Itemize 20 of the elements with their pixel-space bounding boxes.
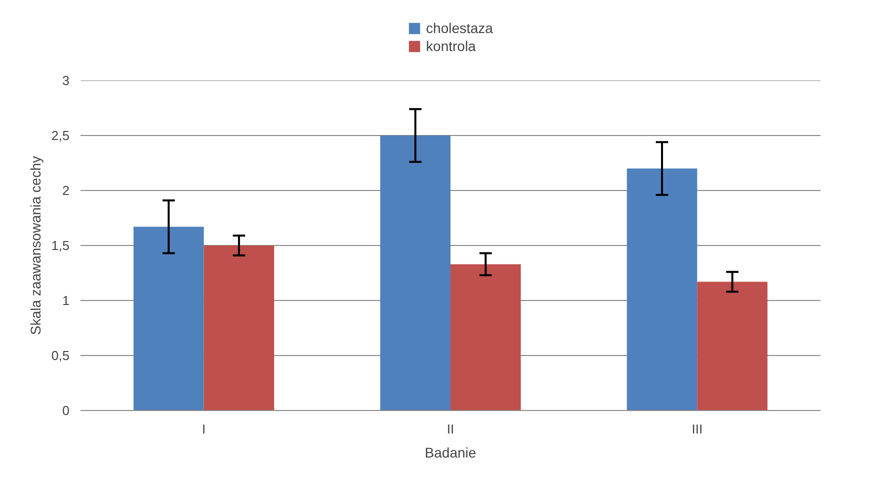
bar xyxy=(626,168,698,410)
bar xyxy=(450,264,521,410)
y-tick-label: 3 xyxy=(62,73,70,88)
x-axis-title: Badanie xyxy=(424,444,476,460)
y-tick-label: 1 xyxy=(62,293,70,308)
y-tick-label: 2,5 xyxy=(51,128,70,143)
legend-label: cholestaza xyxy=(426,20,493,36)
y-axis-title: Skala zaawansowania cechy xyxy=(27,156,44,335)
bar xyxy=(380,136,450,410)
legend-label: kontrola xyxy=(426,38,476,54)
bar xyxy=(697,282,768,410)
y-tick-label: 0,5 xyxy=(51,348,70,363)
y-tick-label: 1,5 xyxy=(51,238,70,253)
x-tick-label: I xyxy=(202,422,206,436)
y-tick-label: 0 xyxy=(62,403,70,418)
bar xyxy=(134,226,204,410)
x-tick-label: III xyxy=(692,422,703,436)
x-tick-label: II xyxy=(446,422,454,436)
y-tick-label: 2 xyxy=(62,183,70,198)
bar xyxy=(204,246,274,410)
